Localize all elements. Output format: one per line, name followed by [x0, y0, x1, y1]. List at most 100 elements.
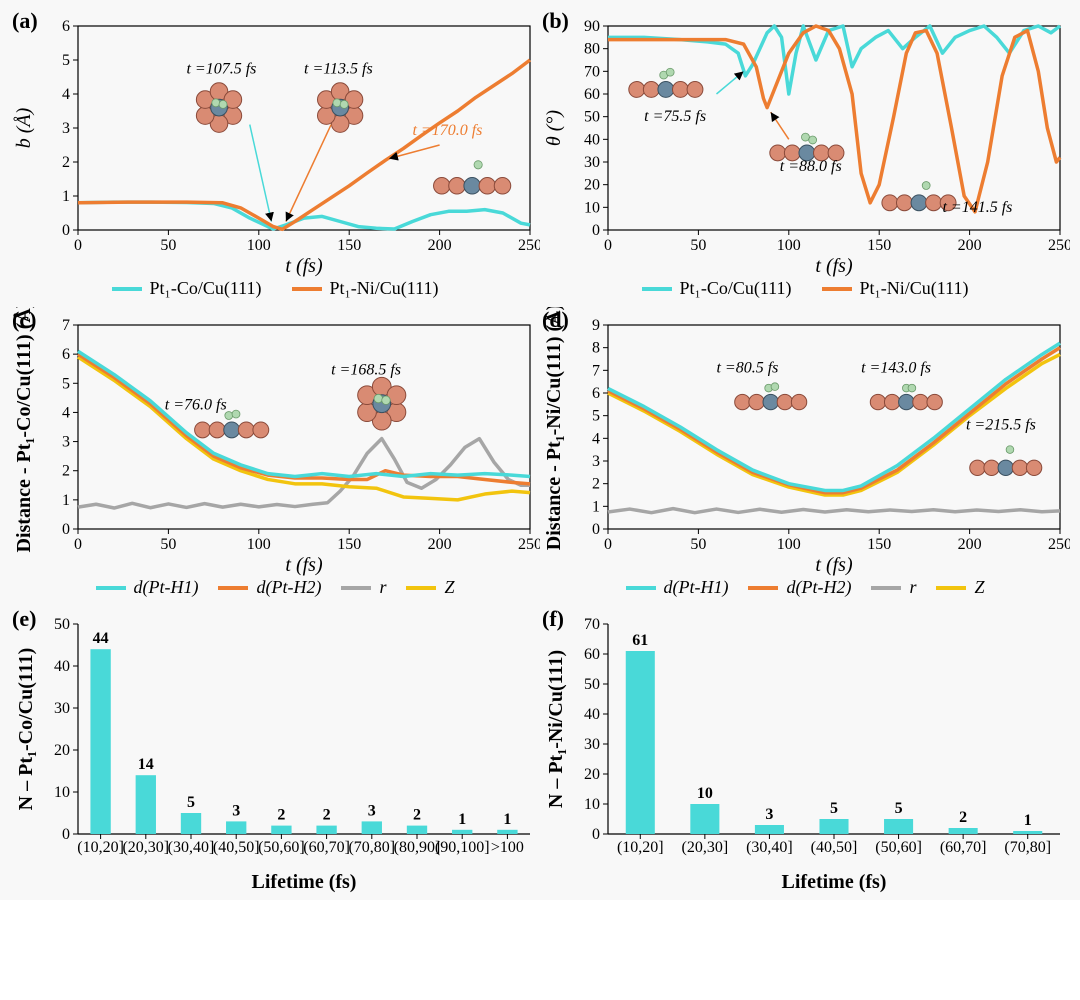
- svg-text:θ (°): θ (°): [543, 110, 565, 146]
- svg-text:2: 2: [323, 807, 331, 824]
- svg-text:N – Pt₁-Co/Cu(111): N – Pt₁-Co/Cu(111): [15, 648, 37, 811]
- svg-text:60: 60: [584, 646, 600, 663]
- svg-text:2: 2: [62, 463, 70, 480]
- chart-a: 0501001502002500123456t (fs)b (Å)t =107.…: [10, 8, 540, 278]
- chart-b: 0501001502002500102030405060708090t (fs)…: [540, 8, 1070, 278]
- svg-text:150: 150: [867, 237, 891, 254]
- svg-text:9: 9: [592, 317, 600, 334]
- svg-text:5: 5: [62, 375, 70, 392]
- svg-text:1: 1: [592, 498, 600, 515]
- svg-text:7: 7: [62, 317, 70, 334]
- svg-text:200: 200: [958, 237, 982, 254]
- svg-text:t =107.5 fs: t =107.5 fs: [186, 61, 256, 78]
- svg-text:(20,30]: (20,30]: [122, 839, 169, 856]
- svg-text:(30,40]: (30,40]: [168, 839, 215, 856]
- svg-text:60: 60: [584, 86, 600, 103]
- legend-dh2: d(Pt-H2): [218, 577, 321, 598]
- svg-text:t =76.0 fs: t =76.0 fs: [165, 397, 227, 414]
- svg-text:t =141.5 fs: t =141.5 fs: [942, 199, 1012, 216]
- svg-text:10: 10: [584, 199, 600, 216]
- svg-text:50: 50: [584, 676, 600, 693]
- svg-text:50: 50: [690, 536, 706, 553]
- svg-text:50: 50: [54, 616, 70, 633]
- svg-text:(60,70]: (60,70]: [303, 839, 350, 856]
- svg-text:t =75.5 fs: t =75.5 fs: [644, 108, 706, 125]
- svg-text:20: 20: [584, 177, 600, 194]
- svg-text:40: 40: [584, 131, 600, 148]
- panel-b-label: (b): [542, 8, 569, 34]
- svg-text:150: 150: [337, 237, 361, 254]
- panel-f: (f) 01020304050607061(10,20]10(20,30]3(3…: [540, 606, 1070, 896]
- svg-text:0: 0: [62, 521, 70, 538]
- svg-text:1: 1: [503, 811, 511, 828]
- legend-item-co-b: Pt₁-Co/Cu(111): [642, 278, 792, 299]
- svg-text:14: 14: [138, 756, 154, 773]
- svg-text:7: 7: [592, 362, 600, 379]
- svg-text:3: 3: [62, 120, 70, 137]
- panel-d: (d) 0501001502002500123456789t (fs)Dista…: [540, 307, 1070, 606]
- svg-text:100: 100: [777, 237, 801, 254]
- svg-text:6: 6: [592, 385, 600, 402]
- legend-dh1: d(Pt-H1): [96, 577, 199, 598]
- svg-text:0: 0: [62, 826, 70, 843]
- svg-text:0: 0: [592, 826, 600, 843]
- svg-text:0: 0: [62, 222, 70, 239]
- legend-item-ni: Pt₁-Ni/Cu(111): [292, 278, 439, 299]
- svg-text:3: 3: [62, 434, 70, 451]
- legend-ab-a: Pt₁-Co/Cu(111) Pt₁-Ni/Cu(111): [10, 278, 540, 307]
- svg-text:150: 150: [337, 536, 361, 553]
- svg-text:t (fs): t (fs): [815, 255, 853, 277]
- svg-text:0: 0: [74, 536, 82, 553]
- svg-text:30: 30: [54, 700, 70, 717]
- svg-text:30: 30: [584, 736, 600, 753]
- svg-text:0: 0: [592, 222, 600, 239]
- panel-e: (e) 0102030405044(10,20]14(20,30]5(30,40…: [10, 606, 540, 896]
- svg-text:50: 50: [160, 536, 176, 553]
- svg-text:5: 5: [830, 800, 838, 817]
- svg-text:200: 200: [428, 237, 452, 254]
- svg-text:1: 1: [62, 188, 70, 205]
- svg-text:0: 0: [604, 536, 612, 553]
- legend-ab-b: Pt₁-Co/Cu(111) Pt₁-Ni/Cu(111): [540, 278, 1070, 307]
- svg-text:3: 3: [368, 802, 376, 819]
- svg-text:100: 100: [777, 536, 801, 553]
- legend-z: Z: [406, 577, 454, 598]
- svg-text:(90,100]: (90,100]: [435, 839, 490, 856]
- svg-text:2: 2: [62, 154, 70, 171]
- svg-text:(40,50]: (40,50]: [213, 839, 260, 856]
- svg-text:0: 0: [604, 237, 612, 254]
- svg-text:200: 200: [958, 536, 982, 553]
- svg-text:t =80.5 fs: t =80.5 fs: [716, 360, 778, 377]
- svg-text:t =170.0 fs: t =170.0 fs: [412, 122, 482, 139]
- panel-c: (c) 05010015020025001234567t (fs)Distanc…: [10, 307, 540, 606]
- svg-text:4: 4: [62, 86, 70, 103]
- svg-text:t (fs): t (fs): [285, 554, 323, 576]
- svg-text:5: 5: [895, 800, 903, 817]
- svg-text:10: 10: [54, 784, 70, 801]
- svg-text:100: 100: [247, 536, 271, 553]
- chart-c: 05010015020025001234567t (fs)Distance - …: [10, 307, 540, 577]
- svg-text:(80,90]: (80,90]: [394, 839, 441, 856]
- svg-text:2: 2: [277, 807, 285, 824]
- svg-text:40: 40: [54, 658, 70, 675]
- svg-text:(30,40]: (30,40]: [746, 839, 793, 856]
- svg-text:1: 1: [458, 811, 466, 828]
- svg-text:Lifetime (fs): Lifetime (fs): [252, 871, 357, 893]
- svg-text:Distance - Pt₁-Co/Cu(111) (Å): Distance - Pt₁-Co/Cu(111) (Å): [12, 307, 35, 552]
- svg-text:4: 4: [62, 404, 70, 421]
- svg-text:N – Pt₁-Ni/Cu(111): N – Pt₁-Ni/Cu(111): [545, 650, 567, 808]
- figure-grid: (a) 0501001502002500123456t (fs)b (Å)t =…: [0, 0, 1080, 900]
- svg-text:20: 20: [584, 766, 600, 783]
- chart-f: 01020304050607061(10,20]10(20,30]3(30,40…: [540, 606, 1070, 896]
- svg-text:3: 3: [592, 453, 600, 470]
- svg-text:44: 44: [93, 630, 109, 647]
- svg-text:250: 250: [518, 237, 540, 254]
- svg-text:80: 80: [584, 41, 600, 58]
- svg-text:10: 10: [697, 785, 713, 802]
- svg-text:100: 100: [247, 237, 271, 254]
- svg-text:40: 40: [584, 706, 600, 723]
- legend-item-ni-b: Pt₁-Ni/Cu(111): [822, 278, 969, 299]
- legend-r-d: r: [871, 577, 916, 598]
- svg-text:0: 0: [592, 521, 600, 538]
- svg-text:10: 10: [584, 796, 600, 813]
